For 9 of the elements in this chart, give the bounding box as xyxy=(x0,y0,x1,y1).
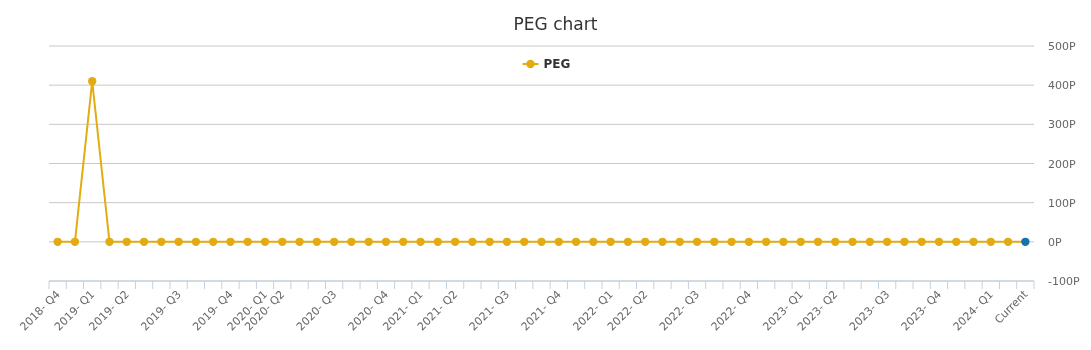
y-tick-label: 100P xyxy=(1048,196,1076,210)
y-tick-label: -100P xyxy=(1048,275,1080,288)
y-tick-label: 0P xyxy=(1048,235,1062,249)
y-tick-label: 200P xyxy=(1048,157,1076,171)
chart-title: PEG chart xyxy=(513,14,598,34)
y-tick-label: 500P xyxy=(1048,40,1076,53)
legend-label: PEG xyxy=(543,57,571,71)
y-tick-label: 400P xyxy=(1048,79,1076,93)
y-tick-label: 300P xyxy=(1048,118,1076,132)
